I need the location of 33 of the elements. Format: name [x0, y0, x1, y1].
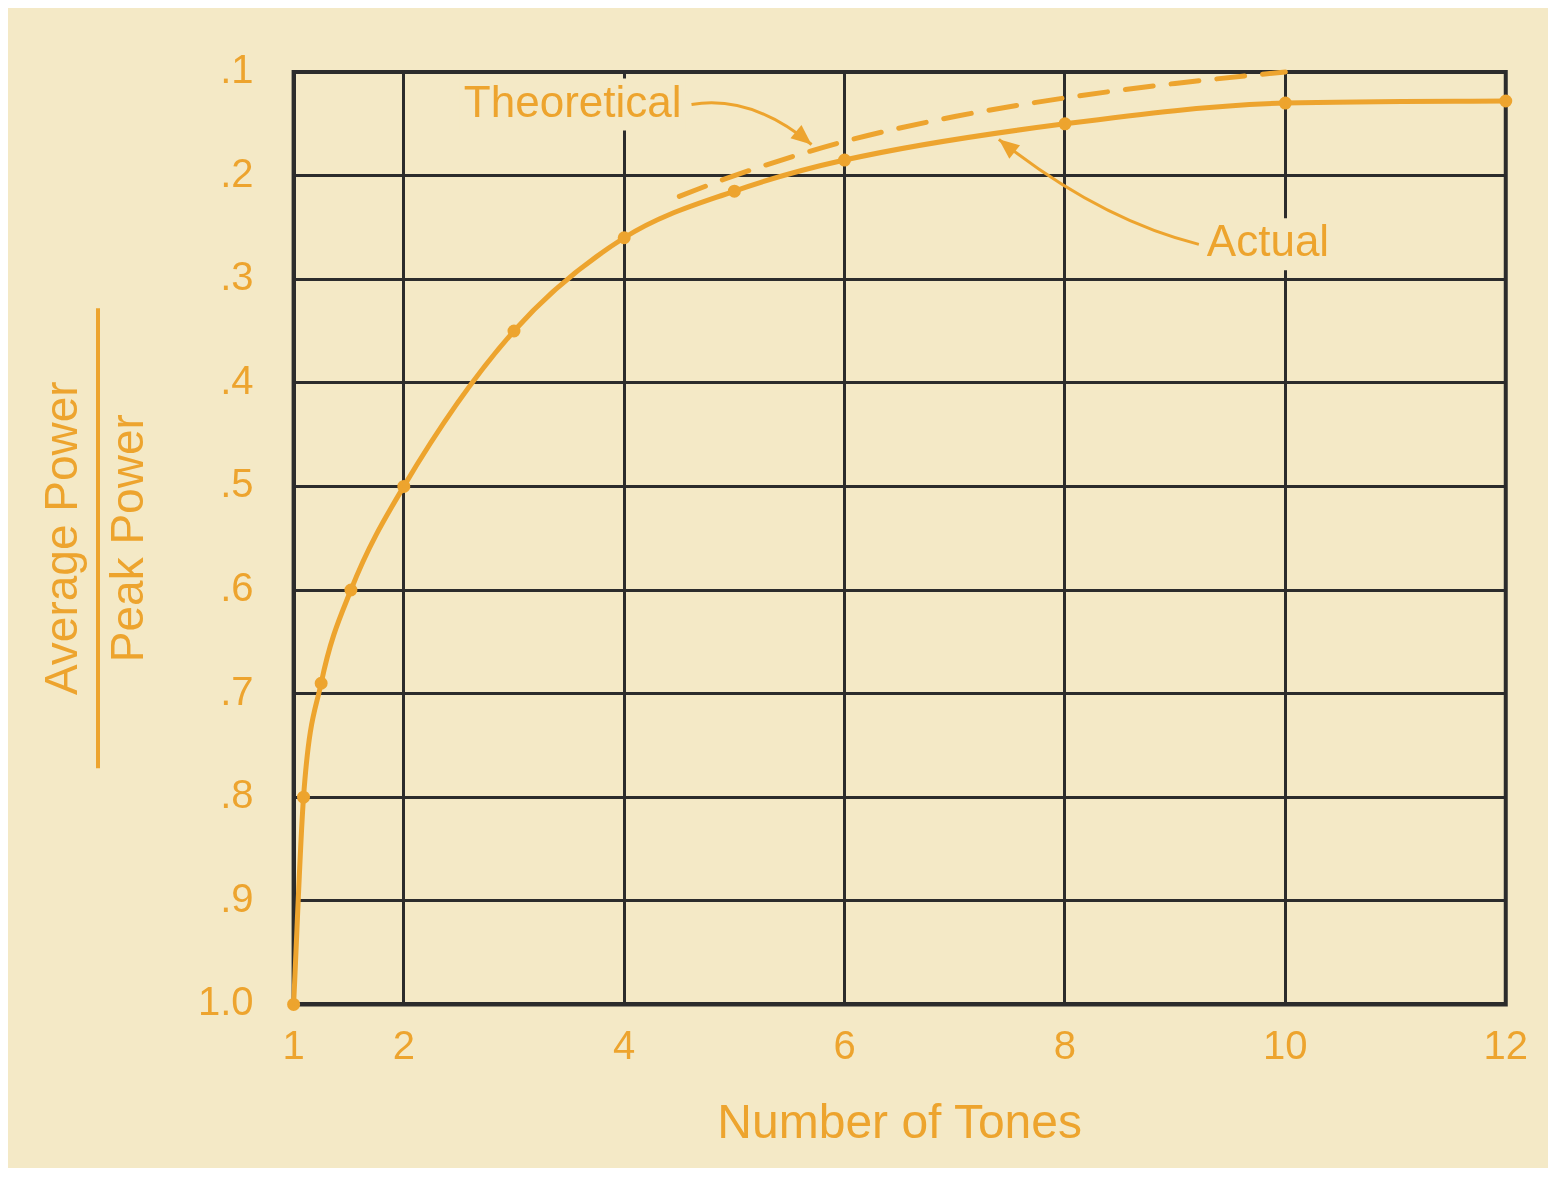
y-tick-label: .6: [220, 565, 254, 610]
y-tick-label: 1.0: [198, 979, 254, 1024]
point: [838, 153, 852, 167]
x-tick-label: 8: [1053, 1023, 1077, 1068]
point: [617, 231, 631, 245]
annotation: Theoretical: [463, 76, 682, 126]
point: [287, 997, 301, 1011]
x-axis-title: Number of Tones: [717, 1095, 1082, 1149]
y-tick-label: .4: [220, 357, 254, 402]
point: [1499, 94, 1513, 108]
point: [727, 184, 741, 198]
point: [1058, 117, 1072, 131]
x-tick-label: 6: [833, 1023, 856, 1068]
point: [1278, 96, 1292, 110]
annotation: Actual: [1206, 216, 1330, 266]
point: [507, 324, 521, 338]
x-tick-label: 1: [282, 1023, 305, 1068]
point: [344, 583, 358, 597]
point: [397, 479, 411, 493]
x-tick-label: 10: [1263, 1023, 1308, 1068]
y-axis-title: Average Power Peak Power: [34, 381, 153, 696]
y-tick-label: .1: [220, 47, 254, 92]
point: [314, 676, 328, 690]
y-tick-label: .8: [220, 772, 254, 817]
y-tick-label: .5: [220, 461, 254, 506]
y-tick-label: .9: [220, 875, 254, 920]
y-tick-label: .2: [220, 150, 254, 195]
x-tick-label: 2: [392, 1023, 415, 1068]
y-tick-label: .7: [220, 668, 254, 713]
x-tick-label: 4: [613, 1023, 636, 1068]
x-tick-label: 12: [1483, 1023, 1528, 1068]
point: [297, 790, 311, 804]
y-tick-label: .3: [220, 254, 254, 299]
